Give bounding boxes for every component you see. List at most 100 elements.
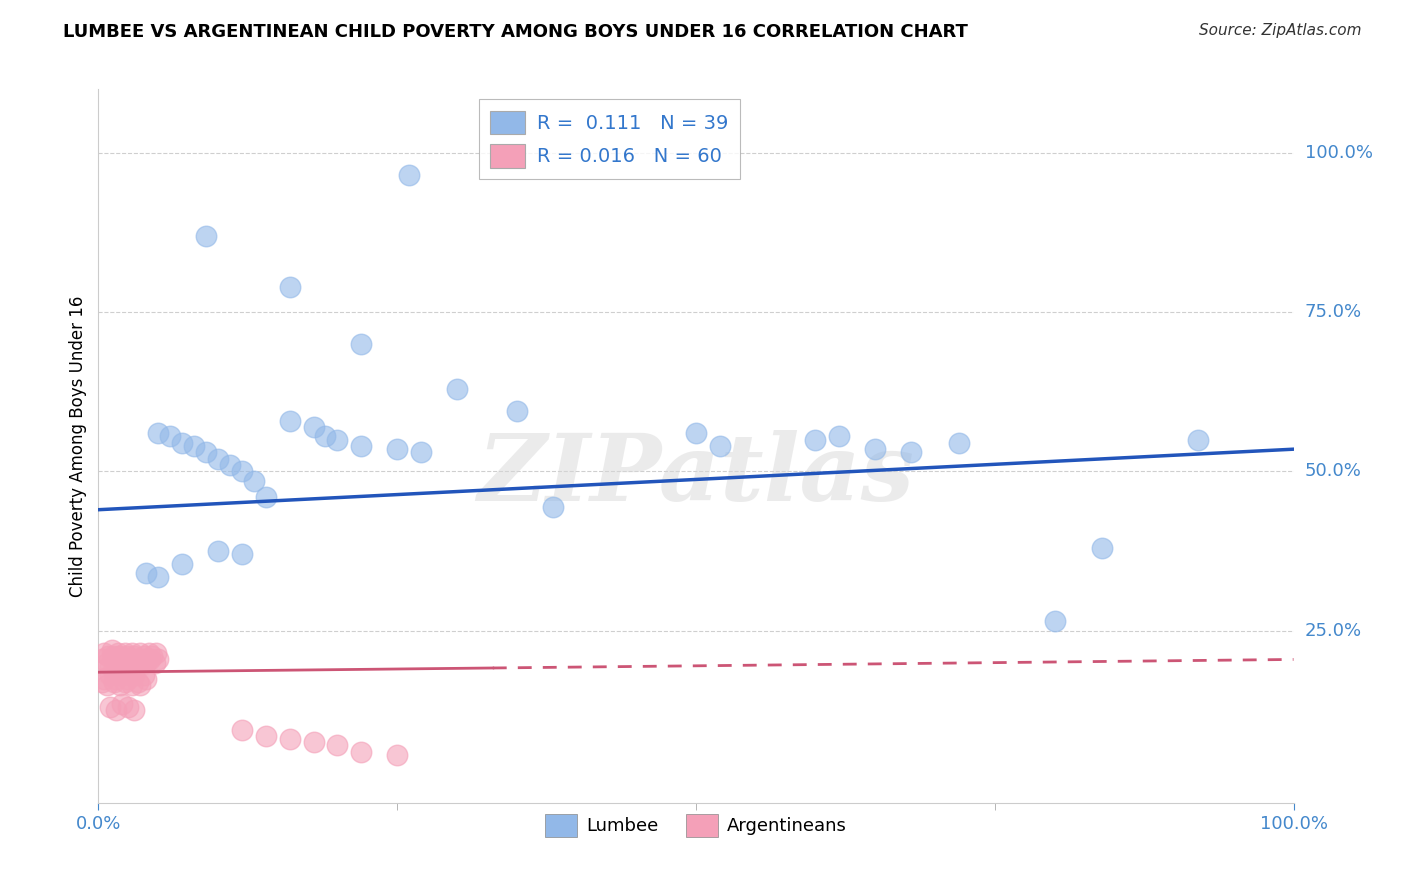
Point <box>828 429 851 443</box>
Point <box>145 646 167 660</box>
Point <box>141 649 163 664</box>
Point <box>98 668 122 682</box>
Point <box>195 445 218 459</box>
Point <box>148 569 170 583</box>
Point <box>138 646 160 660</box>
Point <box>900 445 922 459</box>
Point <box>131 652 153 666</box>
Point <box>117 652 139 666</box>
Point <box>278 732 301 747</box>
Point <box>231 723 253 737</box>
Point <box>108 678 131 692</box>
Point <box>97 649 120 664</box>
Point <box>115 649 138 664</box>
Point <box>1043 614 1066 628</box>
Point <box>129 646 152 660</box>
Point <box>111 697 134 711</box>
Point <box>207 451 229 466</box>
Text: 25.0%: 25.0% <box>1305 622 1362 640</box>
Text: ZIPatlas: ZIPatlas <box>478 430 914 519</box>
Point <box>326 739 349 753</box>
Point <box>107 649 129 664</box>
Point <box>108 652 131 666</box>
Point <box>117 700 139 714</box>
Point <box>278 279 301 293</box>
Point <box>96 678 118 692</box>
Point <box>446 382 468 396</box>
Point <box>114 646 136 660</box>
Point <box>183 439 205 453</box>
Point <box>195 228 218 243</box>
Point <box>350 439 373 453</box>
Point <box>135 672 157 686</box>
Point <box>103 674 125 689</box>
Point <box>127 674 149 689</box>
Point <box>302 735 325 749</box>
Point <box>1187 433 1209 447</box>
Point <box>159 429 181 443</box>
Text: 100.0%: 100.0% <box>1305 144 1372 162</box>
Text: 50.0%: 50.0% <box>1305 462 1361 481</box>
Point <box>804 433 827 447</box>
Point <box>114 674 136 689</box>
Point <box>129 678 152 692</box>
Point <box>709 439 731 453</box>
Point <box>121 678 143 692</box>
Point <box>350 745 373 759</box>
Point <box>302 420 325 434</box>
Point <box>231 547 253 561</box>
Point <box>411 445 433 459</box>
Point <box>1091 541 1114 555</box>
Point <box>219 458 242 472</box>
Point <box>506 404 529 418</box>
Point <box>105 656 128 670</box>
Point <box>93 646 115 660</box>
Y-axis label: Child Poverty Among Boys Under 16: Child Poverty Among Boys Under 16 <box>69 295 87 597</box>
Point <box>326 433 349 447</box>
Point <box>124 668 146 682</box>
Point <box>231 465 253 479</box>
Point <box>105 703 128 717</box>
Point <box>143 656 166 670</box>
Text: 75.0%: 75.0% <box>1305 303 1362 321</box>
Point <box>112 658 135 673</box>
Text: Source: ZipAtlas.com: Source: ZipAtlas.com <box>1198 23 1361 38</box>
Point <box>685 426 707 441</box>
Point <box>111 656 134 670</box>
Point <box>121 646 143 660</box>
Point <box>254 490 277 504</box>
Point <box>243 474 266 488</box>
Point <box>93 672 115 686</box>
Point <box>948 435 970 450</box>
Point <box>385 747 409 762</box>
Point <box>254 729 277 743</box>
Point <box>127 656 149 670</box>
Point <box>103 652 125 666</box>
Point <box>124 703 146 717</box>
Point <box>865 442 887 457</box>
Point <box>135 566 157 581</box>
Point <box>120 656 142 670</box>
Point <box>315 429 337 443</box>
Point <box>91 674 114 689</box>
Point <box>148 426 170 441</box>
Point <box>124 649 146 664</box>
Point <box>96 656 118 670</box>
Text: LUMBEE VS ARGENTINEAN CHILD POVERTY AMONG BOYS UNDER 16 CORRELATION CHART: LUMBEE VS ARGENTINEAN CHILD POVERTY AMON… <box>63 23 969 41</box>
Point <box>139 652 162 666</box>
Point <box>278 413 301 427</box>
Point <box>135 656 157 670</box>
Legend: Lumbee, Argentineans: Lumbee, Argentineans <box>537 807 855 844</box>
Point <box>398 168 420 182</box>
Point <box>132 649 155 664</box>
Point <box>100 643 122 657</box>
Point <box>385 442 409 457</box>
Point <box>111 668 134 682</box>
Point <box>125 652 148 666</box>
Point <box>98 700 122 714</box>
Point <box>132 668 155 682</box>
Point <box>105 672 128 686</box>
Point <box>117 672 139 686</box>
Point <box>541 500 564 514</box>
Point <box>101 649 124 664</box>
